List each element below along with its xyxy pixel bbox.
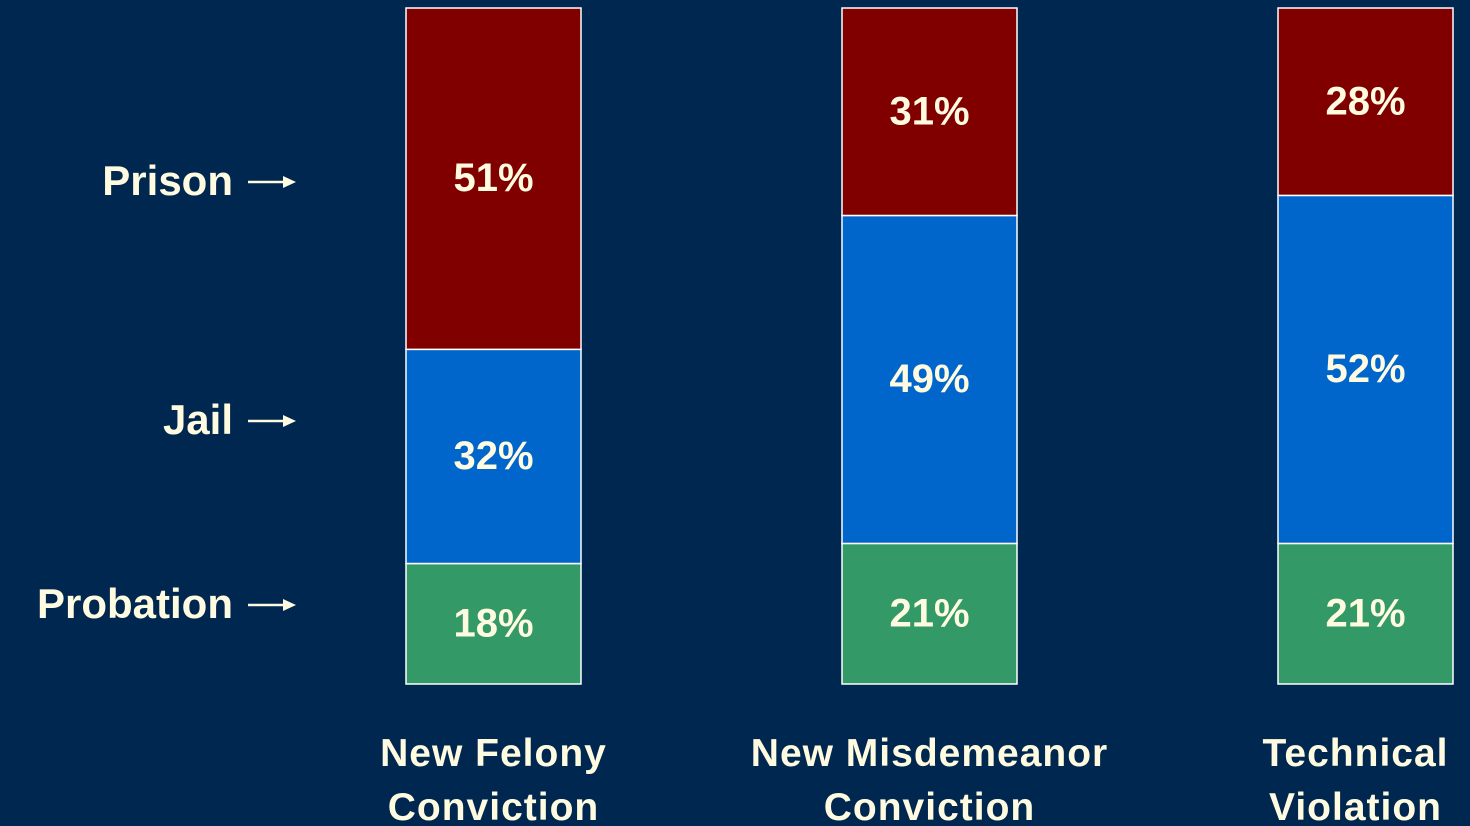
x-category-label: Technical Violation xyxy=(1262,732,1449,826)
bar-segment xyxy=(405,7,582,351)
bar-segment xyxy=(841,542,1018,685)
x-category-label: New Misdemeanor Conviction xyxy=(750,732,1109,826)
data-label: 32% xyxy=(453,434,533,478)
data-label: 21% xyxy=(889,591,969,635)
data-label: 31% xyxy=(889,89,969,133)
legend-arrowhead xyxy=(283,415,296,427)
bar-segment xyxy=(841,214,1018,545)
data-label: 18% xyxy=(453,601,533,645)
bar-segment xyxy=(1277,542,1454,685)
data-label: 28% xyxy=(1325,79,1405,123)
bar-segment xyxy=(1277,7,1454,197)
data-label: 52% xyxy=(1325,347,1405,391)
data-label: 49% xyxy=(889,357,969,401)
bar-segment xyxy=(841,7,1018,217)
legend-arrowhead xyxy=(283,599,296,611)
bar-segment xyxy=(1277,194,1454,545)
legend-label: Prison xyxy=(102,157,233,204)
legend-label: Probation xyxy=(37,580,233,627)
bar-segment xyxy=(405,562,582,685)
data-label: 21% xyxy=(1325,591,1405,635)
legend-label: Jail xyxy=(163,396,233,443)
x-category-label: New Felony Conviction xyxy=(380,732,607,826)
data-label: 51% xyxy=(453,156,533,200)
legend-arrowhead xyxy=(283,176,296,188)
bar-segment xyxy=(405,348,582,565)
